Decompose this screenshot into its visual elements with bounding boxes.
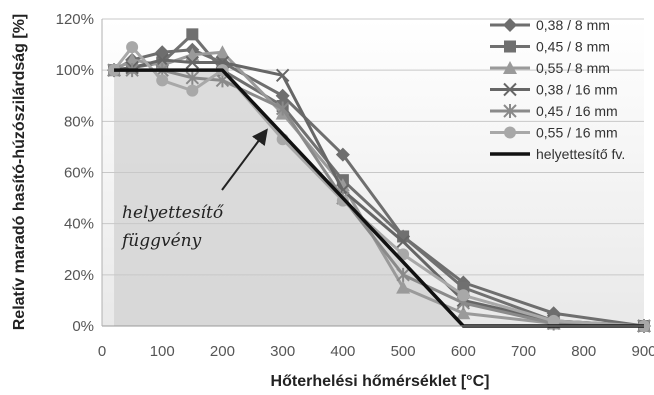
legend-label: 0,45 / 8 mm (536, 39, 610, 55)
legend-label: 0,55 / 8 mm (536, 60, 610, 76)
legend-marker (504, 126, 516, 139)
data-point (186, 28, 199, 41)
data-point (335, 147, 350, 162)
legend-label: 0,38 / 16 mm (536, 82, 618, 98)
x-tick-label: 700 (511, 343, 536, 360)
data-point (185, 70, 200, 85)
legend-marker (503, 82, 517, 97)
data-point (275, 88, 290, 103)
x-tick-label: 300 (270, 343, 295, 360)
legend-entry: 0,45 / 8 mm (490, 39, 610, 55)
annotation-line-1: helyettesítő (122, 203, 224, 223)
legend-label: 0,55 / 16 mm (536, 125, 618, 141)
data-point (396, 267, 410, 282)
legend-marker (503, 61, 517, 74)
y-axis-title: Relatív maradó hasító-húzószilárdság [%] (11, 14, 28, 331)
data-point (275, 101, 290, 116)
legend-label: 0,38 / 8 mm (536, 17, 610, 33)
x-tick-label: 500 (391, 343, 416, 360)
y-tick-label: 40% (64, 216, 94, 233)
data-point (396, 280, 411, 294)
x-tick-label: 100 (150, 343, 175, 360)
y-tick-label: 120% (56, 11, 94, 28)
x-tick-label: 200 (210, 343, 235, 360)
legend-entry: 0,38 / 8 mm (490, 17, 610, 33)
data-point (275, 68, 290, 82)
annotation-line-2: függvény (120, 231, 202, 251)
legend-entry: 0,55 / 8 mm (490, 60, 610, 76)
data-point (457, 289, 470, 302)
data-point (547, 314, 560, 327)
x-tick-label: 0 (98, 343, 106, 360)
y-tick-label: 20% (64, 267, 94, 284)
y-tick-label: 0% (72, 318, 94, 335)
legend-entry: helyettesítő fv. (490, 146, 625, 162)
replacement-function-area (114, 70, 645, 327)
legend-label: helyettesítő fv. (536, 146, 625, 162)
data-point (215, 45, 230, 59)
legend-marker (504, 40, 516, 53)
x-tick-label: 800 (571, 343, 596, 360)
y-tick-label: 100% (56, 62, 94, 79)
legend-entry: 0,38 / 16 mm (490, 82, 618, 98)
x-tick-label: 400 (330, 343, 355, 360)
legend-marker (503, 18, 517, 32)
legend-entry: 0,55 / 16 mm (490, 125, 618, 141)
x-axis-title: Hőterhelési hőmérséklet [°C] (271, 373, 490, 390)
data-point (185, 55, 200, 70)
x-tick-label: 900 (631, 343, 654, 360)
y-tick-label: 80% (64, 113, 94, 130)
data-point (456, 306, 471, 320)
data-point (126, 41, 139, 54)
x-tick-label: 600 (451, 343, 476, 360)
legend-marker (503, 104, 517, 118)
data-point (186, 84, 199, 97)
data-point (156, 74, 169, 87)
annotation-arrow (221, 128, 268, 191)
data-point (155, 53, 169, 67)
legend-entry: 0,45 / 16 mm (490, 103, 618, 119)
data-point (396, 234, 410, 249)
data-point (185, 47, 200, 61)
data-point (125, 52, 140, 66)
legend-label: 0,45 / 16 mm (536, 103, 618, 119)
y-tick-label: 60% (64, 165, 94, 182)
